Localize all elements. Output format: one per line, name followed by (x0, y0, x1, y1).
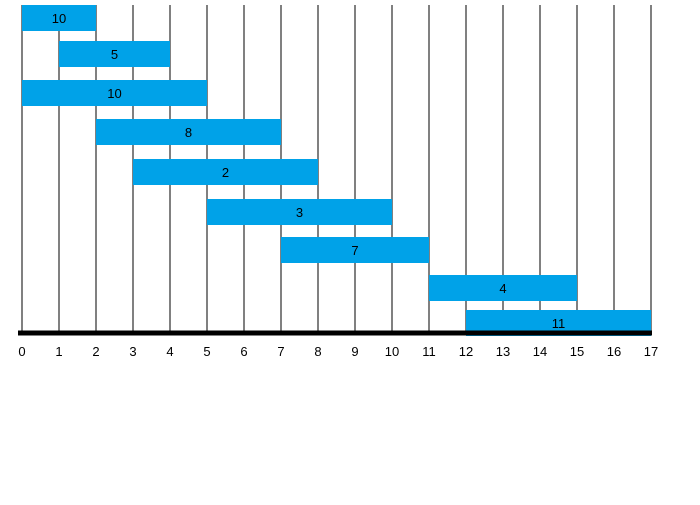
bar-label: 8 (185, 125, 192, 140)
bar-label: 11 (552, 316, 566, 331)
x-tick-label: 12 (459, 344, 473, 359)
interval-bar (207, 199, 392, 225)
x-tick-label: 9 (351, 344, 358, 359)
tick-label-layer: 0 1 2 3 4 5 6 7 8 9 10 11 12 13 14 15 16 17 (18, 344, 658, 359)
x-tick-label: 17 (644, 344, 658, 359)
bar-label: 5 (111, 47, 118, 62)
x-tick-label: 0 (18, 344, 25, 359)
interval-bar (281, 237, 429, 263)
interval-bar (59, 41, 170, 67)
x-tick-label: 2 (92, 344, 99, 359)
bar-label: 10 (107, 86, 121, 101)
interval-bar (133, 159, 318, 185)
x-tick-label: 1 (55, 344, 62, 359)
x-tick-label: 16 (607, 344, 621, 359)
interval-bar (429, 275, 577, 301)
x-tick-label: 10 (385, 344, 399, 359)
x-tick-label: 4 (166, 344, 173, 359)
bar-label: 3 (296, 205, 303, 220)
interval-bar (22, 5, 96, 31)
bar-label: 7 (351, 243, 358, 258)
x-tick-label: 15 (570, 344, 584, 359)
x-tick-label: 14 (533, 344, 547, 359)
x-tick-label: 3 (129, 344, 136, 359)
bar-layer: 10 5 10 8 2 3 7 4 11 (22, 5, 651, 336)
bar-label: 2 (222, 165, 229, 180)
bar-label: 10 (52, 11, 66, 26)
bar-label: 4 (499, 281, 506, 296)
x-tick-label: 6 (240, 344, 247, 359)
x-tick-label: 11 (422, 344, 436, 359)
x-tick-label: 13 (496, 344, 510, 359)
x-tick-label: 8 (314, 344, 321, 359)
interval-bar (22, 80, 207, 106)
x-tick-label: 5 (203, 344, 210, 359)
interval-bar (96, 119, 281, 145)
x-tick-label: 7 (277, 344, 284, 359)
